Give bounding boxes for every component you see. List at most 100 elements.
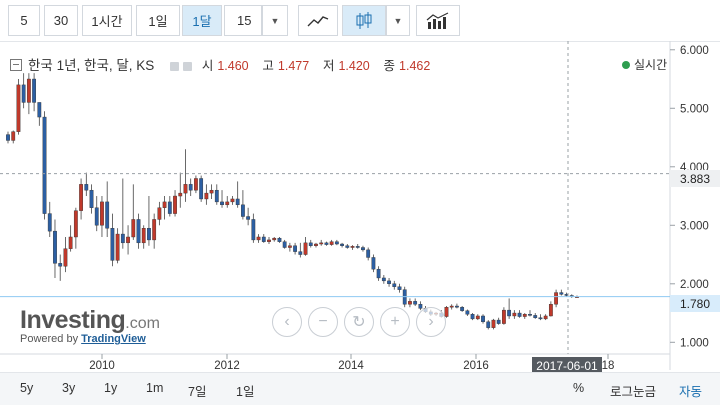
candle — [47, 201, 52, 237]
line-chart-button[interactable] — [298, 5, 338, 36]
candle — [21, 73, 26, 109]
candle — [188, 178, 193, 197]
candle — [371, 254, 376, 273]
range-1m[interactable]: 1m — [146, 381, 164, 395]
x-tick-label: 2012 — [214, 360, 240, 370]
candle-body — [157, 207, 162, 220]
investing-logo[interactable]: Investing.com Powered by TradingView — [20, 306, 160, 345]
candle-body — [308, 242, 313, 246]
y-tick-label: 1.000 — [680, 337, 709, 349]
candle — [308, 239, 313, 248]
zoom-out-button[interactable]: − — [308, 307, 338, 337]
range-7d[interactable]: 7일 — [188, 385, 207, 399]
low-label: 저 — [322, 59, 335, 73]
candle-body — [240, 204, 245, 217]
range-5y[interactable]: 5y — [20, 381, 34, 395]
eye-icon[interactable] — [170, 61, 180, 71]
candle-body — [298, 251, 303, 255]
candle — [517, 310, 522, 318]
candle-body — [251, 219, 256, 241]
candle-body — [507, 309, 512, 317]
candle-body — [120, 233, 125, 244]
candle-body — [84, 184, 89, 191]
reset-button[interactable]: ↻ — [344, 307, 374, 337]
candle-body — [6, 134, 10, 141]
candle-body — [209, 189, 214, 194]
percent-toggle[interactable]: % — [573, 381, 585, 395]
log-scale-toggle[interactable]: 로그눈금 — [610, 385, 657, 399]
candle — [303, 236, 308, 256]
chart-type-dropdown[interactable]: ▼ — [386, 5, 410, 36]
candle — [251, 213, 256, 243]
candle — [256, 234, 261, 243]
chevron-right-icon: › — [428, 313, 434, 330]
candle-body — [486, 321, 491, 328]
candle-body — [42, 116, 47, 214]
candle — [334, 239, 339, 246]
y-tick-label: 3.000 — [680, 220, 709, 232]
candle-body — [277, 237, 282, 242]
candle-body — [136, 219, 141, 244]
scroll-right-button[interactable]: › — [416, 307, 446, 337]
candle-body — [94, 207, 99, 226]
collapse-legend-icon[interactable] — [10, 59, 22, 72]
candle-body — [303, 242, 308, 255]
candle-body — [455, 305, 459, 308]
interval-custom[interactable]: 15 — [224, 5, 262, 36]
candle-body — [481, 315, 485, 323]
candle — [444, 306, 449, 318]
symbol-title: 한국 1년, 한국, 달, KS — [28, 58, 155, 73]
candle — [455, 303, 459, 309]
time-axis: 2010 2012 2014 2016 18 — [89, 354, 614, 372]
candle — [314, 242, 318, 248]
candle — [63, 236, 68, 273]
candle — [16, 79, 21, 135]
interval-30[interactable]: 30 — [44, 5, 78, 36]
candle — [569, 294, 574, 298]
candles — [6, 73, 579, 330]
candle — [282, 239, 287, 249]
candle — [554, 289, 559, 308]
candle — [397, 283, 402, 293]
candlestick-button[interactable] — [342, 5, 386, 36]
interval-1-day[interactable]: 1일 — [136, 5, 180, 36]
range-1d[interactable]: 1일 — [236, 385, 255, 399]
candle — [141, 225, 146, 249]
candle — [408, 298, 412, 308]
candle-body — [361, 247, 365, 251]
interval-dropdown[interactable]: ▼ — [262, 5, 288, 36]
candle-body — [538, 317, 543, 320]
candle — [361, 245, 365, 252]
interval-1-month[interactable]: 1달 — [182, 5, 222, 36]
indicators-button[interactable] — [416, 5, 460, 36]
candle — [42, 111, 47, 220]
candle-body — [366, 249, 371, 258]
zoom-in-button[interactable]: + — [380, 307, 410, 337]
candle — [152, 213, 157, 249]
candle-body — [314, 243, 318, 246]
close-value: 1.462 — [399, 59, 431, 73]
tradingview-link[interactable]: TradingView — [81, 333, 146, 345]
range-3y[interactable]: 3y — [62, 381, 76, 395]
caret-down-icon: ▼ — [270, 15, 280, 26]
candle — [272, 236, 277, 242]
scroll-left-button[interactable]: ‹ — [272, 307, 302, 337]
auto-scale-toggle[interactable]: 자동 — [679, 385, 703, 399]
candle-body — [225, 201, 230, 206]
candle-body — [418, 304, 423, 309]
candle — [277, 236, 282, 243]
settings-icon[interactable] — [183, 61, 193, 71]
candle-body — [100, 201, 104, 226]
interval-5[interactable]: 5 — [8, 5, 40, 36]
candle — [79, 178, 83, 220]
range-1y[interactable]: 1y — [104, 381, 118, 395]
interval-1-hour[interactable]: 1시간 — [82, 5, 132, 36]
candle — [481, 314, 485, 324]
candle — [235, 181, 240, 208]
candle-body — [340, 243, 344, 246]
candle — [287, 242, 292, 252]
candle — [392, 280, 397, 290]
candle — [178, 172, 183, 208]
